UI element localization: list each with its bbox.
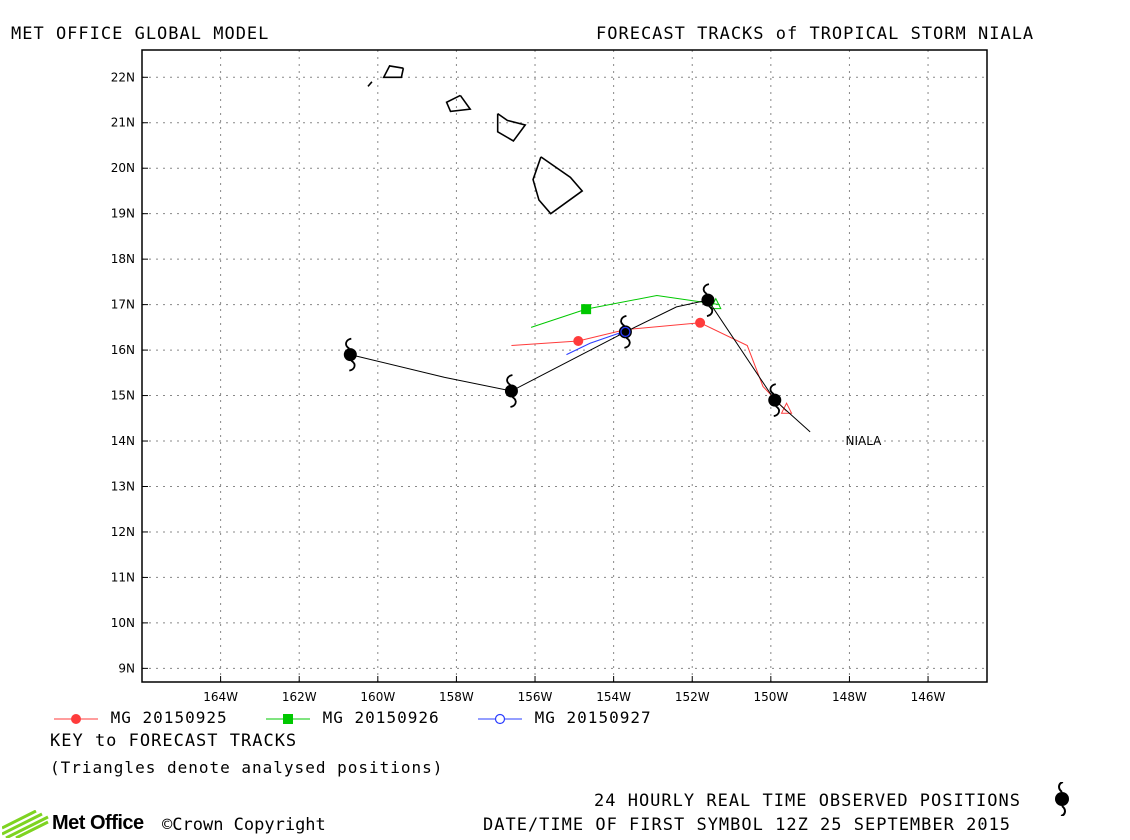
storm-name-label: NIALA	[846, 434, 883, 448]
storm-symbol-arm	[345, 337, 352, 350]
coastlines	[367, 65, 584, 215]
island-coastline	[382, 65, 405, 79]
forecast-marker-circle	[695, 317, 706, 328]
island-coastline	[532, 156, 584, 215]
storm-symbol-icon	[1055, 782, 1069, 816]
forecast-marker-square	[581, 304, 592, 315]
storm-symbol-arm	[702, 283, 710, 295]
y-tick-label: 22N	[111, 70, 135, 84]
grid-lines	[142, 50, 987, 682]
storm-symbol-marker	[343, 337, 357, 372]
forecast-marker-open-circle	[620, 326, 631, 338]
y-tick-label: 10N	[111, 616, 135, 630]
island-coastline	[367, 81, 373, 87]
key-title: KEY to FORECAST TRACKS	[50, 731, 298, 751]
y-tick-label: 18N	[111, 252, 135, 266]
y-tick-label: 11N	[111, 570, 135, 584]
y-tick-label: 14N	[111, 434, 135, 448]
y-tick-label: 17N	[111, 298, 135, 312]
crown-copyright: ©Crown Copyright	[162, 815, 326, 835]
storm-symbol-arm	[506, 374, 513, 386]
forecast-track-line	[511, 322, 787, 412]
x-tick-label: 162W	[282, 690, 317, 704]
x-tick-label: 160W	[360, 690, 395, 704]
x-tick-label: 164W	[203, 690, 238, 704]
storm-symbol-arm	[706, 305, 714, 317]
legend-label: MG 20150926	[322, 708, 440, 727]
x-tick-label: 154W	[596, 690, 631, 704]
observed-track-line	[350, 299, 811, 433]
legend-label: MG 20150925	[110, 708, 228, 727]
forecast-track-line	[566, 329, 630, 356]
key-note: (Triangles denote analysed positions)	[50, 758, 444, 777]
storm-symbol-arm	[624, 337, 631, 349]
storm-symbol-core	[701, 293, 715, 307]
model-title: MET OFFICE GLOBAL MODEL	[11, 24, 270, 44]
legend-green-square-icon	[266, 713, 310, 724]
legend-item-mg-20150927: MG 20150927	[476, 708, 652, 727]
island-coastline	[496, 112, 527, 142]
legend-label: MG 20150927	[534, 708, 652, 727]
storm-symbol-arm	[349, 359, 356, 372]
y-tick-label: 13N	[111, 479, 135, 493]
storm-symbol-arm	[773, 405, 780, 417]
y-tick-label: 15N	[111, 389, 135, 403]
first-symbol-datetime: DATE/TIME OF FIRST SYMBOL 12Z 25 SEPTEMB…	[483, 815, 1012, 835]
copyright-text: Crown Copyright	[172, 815, 326, 835]
met-office-logo-text: Met Office	[52, 812, 144, 834]
x-tick-label: 148W	[832, 690, 867, 704]
storm-symbol-marker	[701, 283, 715, 317]
legend-blue-circle-icon	[478, 713, 522, 724]
x-tick-label: 150W	[753, 690, 788, 704]
storm-symbol-core	[504, 384, 518, 398]
copyright-icon: ©	[162, 815, 173, 835]
island-coastline	[445, 94, 472, 113]
x-tick-label: 146W	[911, 690, 946, 704]
storm-symbol-arm	[510, 396, 517, 408]
y-tick-label: 20N	[111, 161, 135, 175]
chart-title: FORECAST TRACKS of TROPICAL STORM NIALA	[596, 24, 1035, 44]
storm-symbol-core	[343, 348, 357, 362]
storm-symbol-arm	[620, 315, 627, 327]
x-tick-label: 152W	[675, 690, 710, 704]
legend-red-circle-icon	[54, 713, 98, 724]
y-tick-label: 12N	[111, 525, 135, 539]
y-tick-label: 9N	[118, 661, 135, 675]
y-tick-label: 21N	[111, 116, 135, 130]
legend-item-mg-20150925: MG 20150925	[52, 708, 228, 727]
forecast-track-line	[530, 295, 720, 328]
storm-symbol-core	[768, 393, 782, 407]
storm-symbol-marker	[504, 374, 518, 408]
met-office-logo-icon	[2, 810, 49, 838]
storm-symbol-marker	[768, 383, 782, 417]
axis-ticks: 164W 162W 160W 158W 156W 154W 152W 150W 148W 146W…	[111, 70, 946, 704]
forecast-marker-circle	[573, 335, 584, 346]
legend-item-mg-20150926: MG 20150926	[264, 708, 440, 727]
forecast-tracks	[343, 283, 811, 433]
observed-positions-label: 24 HOURLY REAL TIME OBSERVED POSITIONS	[594, 791, 1021, 811]
storm-symbol-arm	[769, 383, 777, 395]
x-tick-label: 158W	[439, 690, 474, 704]
y-tick-label: 16N	[111, 343, 135, 357]
plot-frame	[141, 49, 988, 683]
y-tick-label: 19N	[111, 207, 135, 221]
x-tick-label: 156W	[518, 690, 553, 704]
